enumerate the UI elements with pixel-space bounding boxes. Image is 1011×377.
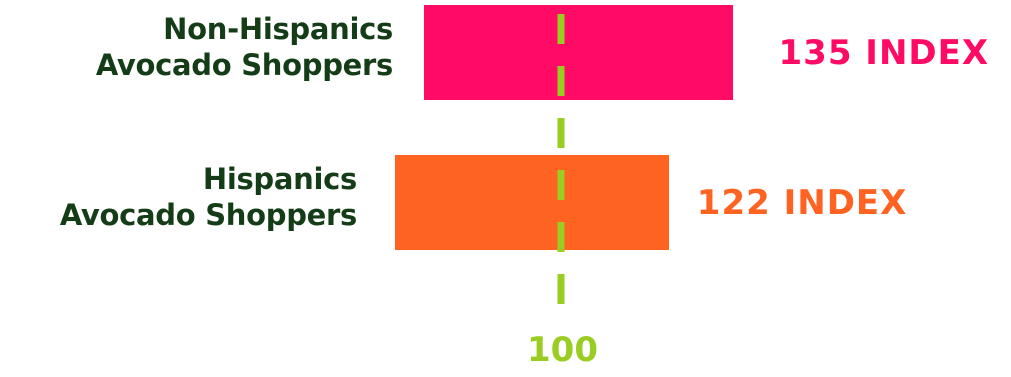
category-label-line: Avocado Shoppers: [95, 48, 393, 82]
category-label: Hispanics Avocado Shoppers: [60, 161, 357, 233]
bar: [395, 155, 669, 250]
reference-line-label: 100: [527, 330, 598, 370]
category-label: Non-Hispanics Avocado Shoppers: [96, 11, 393, 83]
value-label: 122 INDEX: [696, 182, 908, 223]
category-label-line: Avocado Shoppers: [59, 198, 357, 232]
category-label-line: Non-Hispanics: [163, 12, 393, 46]
category-label-line: Hispanics: [202, 162, 357, 196]
value-label: 135 INDEX: [778, 32, 990, 73]
bar: [424, 5, 733, 100]
